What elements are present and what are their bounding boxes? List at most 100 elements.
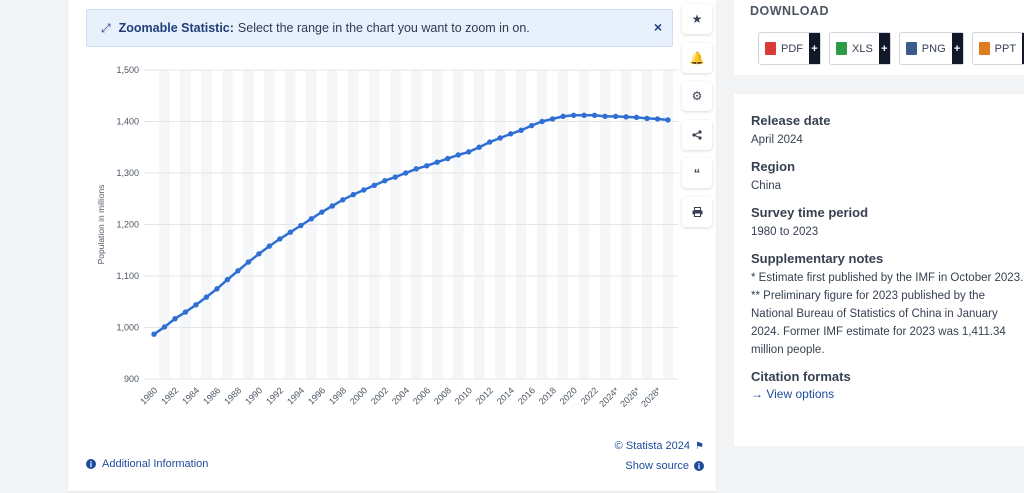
info-icon: i (694, 461, 704, 471)
download-pdf-button[interactable]: PDF + (758, 32, 821, 65)
data-point[interactable] (539, 118, 545, 125)
supplementary-note-1: * Estimate first published by the IMF in… (751, 272, 1024, 284)
data-point[interactable] (266, 243, 273, 249)
data-point[interactable] (549, 116, 556, 122)
details-card: Release date April 2024 Region China Sur… (734, 94, 1024, 446)
print-button[interactable] (682, 196, 712, 227)
x-tick-label: 2026* (618, 385, 642, 409)
data-point[interactable] (245, 259, 252, 265)
quote-icon: “ (693, 165, 701, 181)
data-point[interactable] (182, 309, 189, 315)
citation-formats-label: Citation formats (751, 369, 851, 384)
download-xls-button[interactable]: XLS + (829, 32, 891, 65)
bell-icon: 🔔 (689, 50, 705, 65)
y-tick-label: 1,300 (116, 168, 139, 178)
data-point[interactable] (518, 127, 524, 133)
data-point[interactable] (644, 115, 650, 122)
y-tick-label: 900 (124, 374, 139, 384)
population-line-chart[interactable]: 900 1,000 1,100 1,200 1,300 1,400 1,500 Populat… (68, 0, 716, 440)
x-tick-label: 2016 (516, 385, 537, 406)
plus-icon[interactable]: + (809, 33, 820, 64)
xls-file-icon (836, 42, 847, 55)
data-point[interactable] (528, 122, 535, 129)
notification-button[interactable]: 🔔 (682, 42, 712, 73)
survey-period-value: 1980 to 2023 (751, 226, 819, 238)
data-point[interactable] (581, 112, 587, 119)
data-point[interactable] (570, 112, 577, 119)
show-source-label: Show source (625, 460, 689, 472)
data-point[interactable] (476, 144, 482, 150)
x-tick-label: 1984 (180, 385, 201, 406)
data-point[interactable] (298, 222, 304, 229)
data-point[interactable] (256, 251, 262, 257)
data-point[interactable] (560, 113, 566, 120)
data-point[interactable] (654, 116, 661, 122)
data-point[interactable] (193, 302, 199, 308)
data-point[interactable] (350, 191, 357, 198)
download-png-button[interactable]: PNG + (898, 32, 964, 65)
data-point[interactable] (151, 331, 157, 337)
data-point[interactable] (465, 149, 472, 155)
data-point[interactable] (507, 131, 514, 137)
data-point[interactable] (602, 113, 608, 120)
data-point[interactable] (277, 236, 283, 242)
data-point[interactable] (413, 166, 419, 172)
data-point[interactable] (403, 170, 409, 176)
data-point[interactable] (203, 294, 210, 300)
data-point[interactable] (361, 187, 367, 193)
x-tick-label: 2018 (537, 385, 558, 406)
data-point[interactable] (486, 139, 493, 145)
data-point[interactable] (308, 216, 315, 222)
download-title: DOWNLOAD (750, 4, 829, 18)
x-tick-label: 2020 (558, 385, 579, 406)
view-options-link[interactable]: → View options (751, 387, 1024, 401)
data-point[interactable] (455, 152, 461, 158)
download-ppt-button[interactable]: PPT + (971, 32, 1024, 65)
data-point[interactable] (424, 163, 430, 169)
share-button[interactable] (682, 119, 712, 150)
data-point[interactable] (612, 113, 619, 120)
additional-information-link[interactable]: i Additional Information (86, 458, 208, 470)
settings-button[interactable]: ⚙ (682, 81, 712, 111)
x-tick-label: 2024* (597, 385, 621, 409)
close-icon[interactable]: × (653, 19, 662, 35)
data-point[interactable] (235, 268, 241, 274)
y-tick-label: 1,000 (116, 323, 139, 333)
data-point[interactable] (340, 197, 346, 203)
data-point[interactable] (445, 155, 451, 162)
data-point[interactable] (161, 324, 168, 330)
y-tick-label: 1,100 (116, 271, 139, 281)
data-point[interactable] (591, 112, 598, 119)
data-point[interactable] (287, 229, 294, 235)
plus-icon[interactable]: + (951, 33, 963, 64)
data-point[interactable] (623, 114, 629, 120)
supplementary-notes-label: Supplementary notes (751, 251, 884, 266)
data-point[interactable] (214, 286, 220, 292)
info-icon: i (86, 459, 96, 469)
data-point[interactable] (371, 182, 377, 189)
plus-icon[interactable]: + (1022, 33, 1024, 64)
data-point[interactable] (497, 135, 503, 141)
favorite-button[interactable]: ★ (682, 4, 712, 34)
plus-icon[interactable]: + (878, 33, 890, 64)
flag-icon: ⚑ (695, 440, 704, 452)
data-point[interactable] (382, 178, 388, 184)
download-png-label: PNG (921, 42, 946, 55)
x-tick-label: 2014 (495, 385, 516, 406)
download-pdf-label: PDF (781, 42, 803, 55)
data-point[interactable] (224, 276, 231, 283)
data-point[interactable] (329, 203, 336, 209)
x-tick-label: 2008 (432, 385, 453, 406)
cite-button[interactable]: “ (682, 158, 712, 188)
data-point[interactable] (319, 209, 325, 215)
show-source-link[interactable]: Show source i (625, 460, 704, 472)
data-point[interactable] (172, 316, 178, 322)
data-point[interactable] (665, 117, 671, 123)
chart-toolbar: ★ 🔔 ⚙ “ (682, 4, 712, 235)
region-label: Region (751, 159, 796, 174)
data-point[interactable] (633, 114, 640, 121)
data-point[interactable] (392, 174, 398, 180)
share-icon (692, 129, 702, 140)
data-point[interactable] (434, 159, 440, 165)
copyright-link[interactable]: © Statista 2024 ⚑ (615, 440, 704, 452)
